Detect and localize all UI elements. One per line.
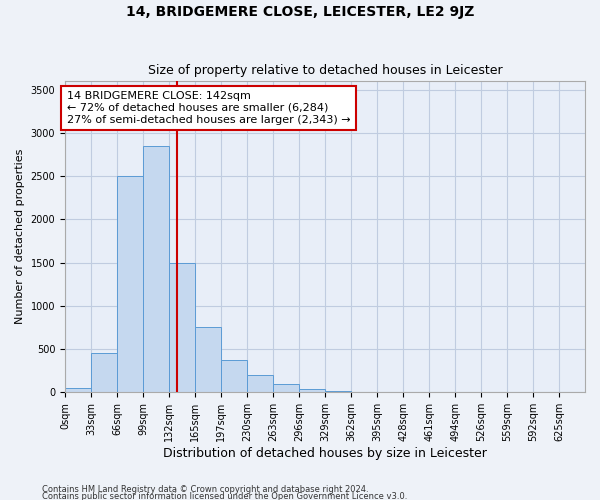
Bar: [247, 375, 273, 392]
Bar: [221, 360, 247, 392]
Bar: [169, 262, 196, 392]
Y-axis label: Number of detached properties: Number of detached properties: [15, 149, 25, 324]
Bar: [143, 146, 169, 392]
Bar: [91, 354, 117, 393]
X-axis label: Distribution of detached houses by size in Leicester: Distribution of detached houses by size …: [163, 447, 487, 460]
Bar: [196, 328, 221, 392]
Text: 14 BRIDGEMERE CLOSE: 142sqm
← 72% of detached houses are smaller (6,284)
27% of : 14 BRIDGEMERE CLOSE: 142sqm ← 72% of det…: [67, 92, 350, 124]
Text: 14, BRIDGEMERE CLOSE, LEICESTER, LE2 9JZ: 14, BRIDGEMERE CLOSE, LEICESTER, LE2 9JZ: [126, 5, 474, 19]
Title: Size of property relative to detached houses in Leicester: Size of property relative to detached ho…: [148, 64, 502, 77]
Bar: [117, 176, 143, 392]
Bar: [65, 388, 91, 392]
Bar: [273, 384, 299, 392]
Bar: [299, 389, 325, 392]
Text: Contains HM Land Registry data © Crown copyright and database right 2024.: Contains HM Land Registry data © Crown c…: [42, 486, 368, 494]
Bar: [325, 391, 351, 392]
Text: Contains public sector information licensed under the Open Government Licence v3: Contains public sector information licen…: [42, 492, 407, 500]
